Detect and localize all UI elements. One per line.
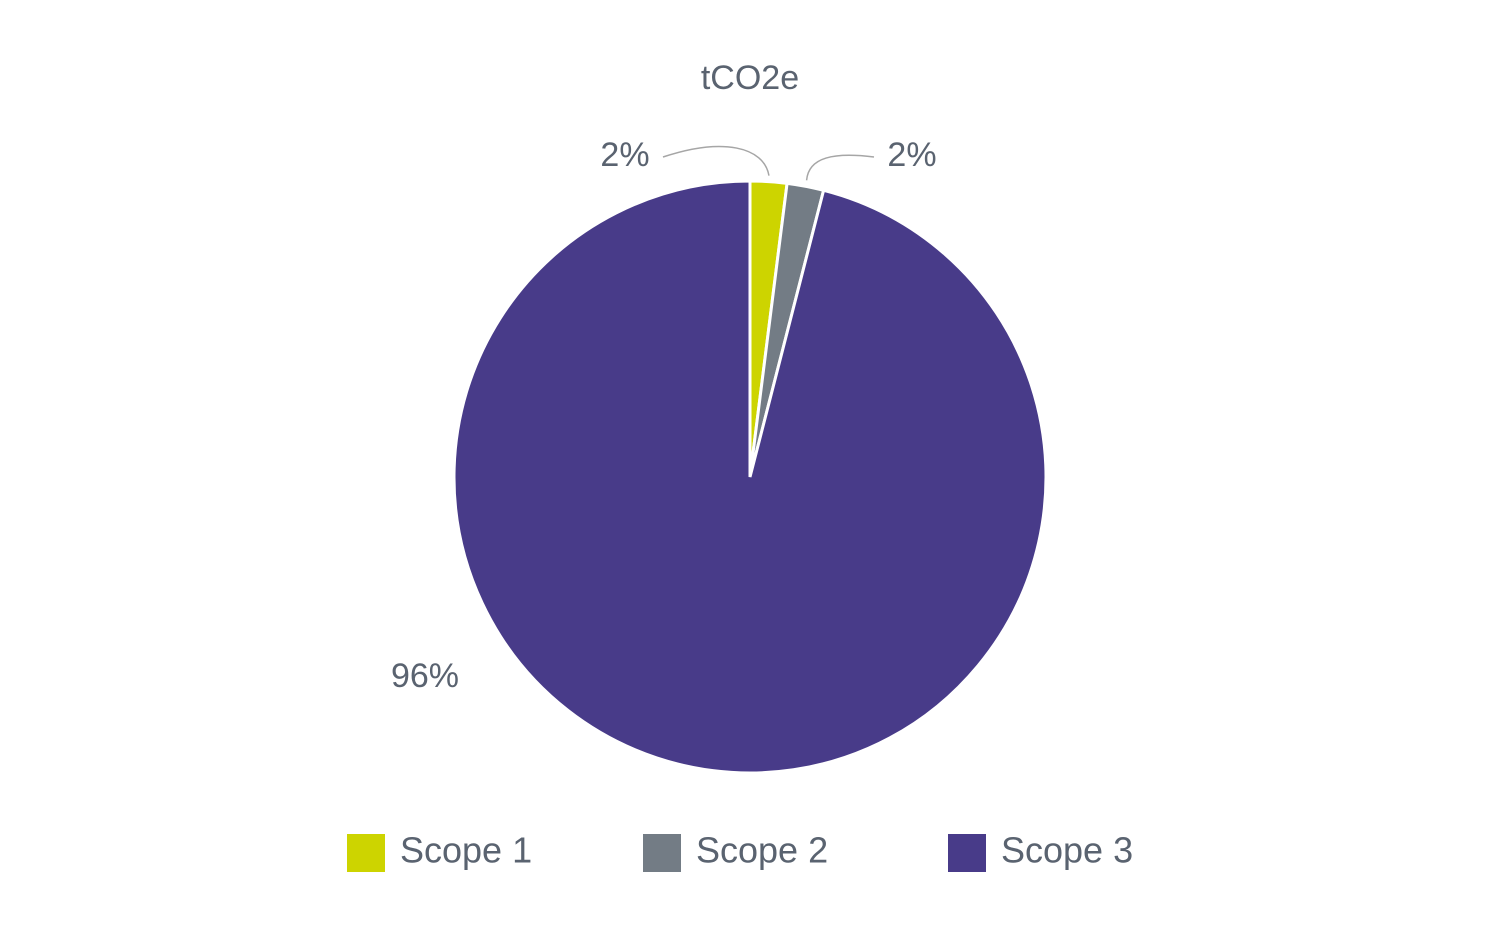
legend-swatch	[948, 834, 986, 872]
data-label: 2%	[887, 136, 936, 174]
legend-swatch	[347, 834, 385, 872]
data-label: 2%	[600, 136, 649, 174]
legend-label: Scope 2	[696, 830, 828, 871]
leader-line	[662, 145, 770, 176]
legend-swatch	[643, 834, 681, 872]
chart-title: tCO2e	[701, 59, 799, 97]
legend-label: Scope 3	[1001, 830, 1133, 871]
pie-slice	[452, 179, 1048, 775]
data-label: 96%	[391, 657, 459, 695]
legend-label: Scope 1	[400, 830, 532, 871]
leader-line	[805, 154, 875, 181]
